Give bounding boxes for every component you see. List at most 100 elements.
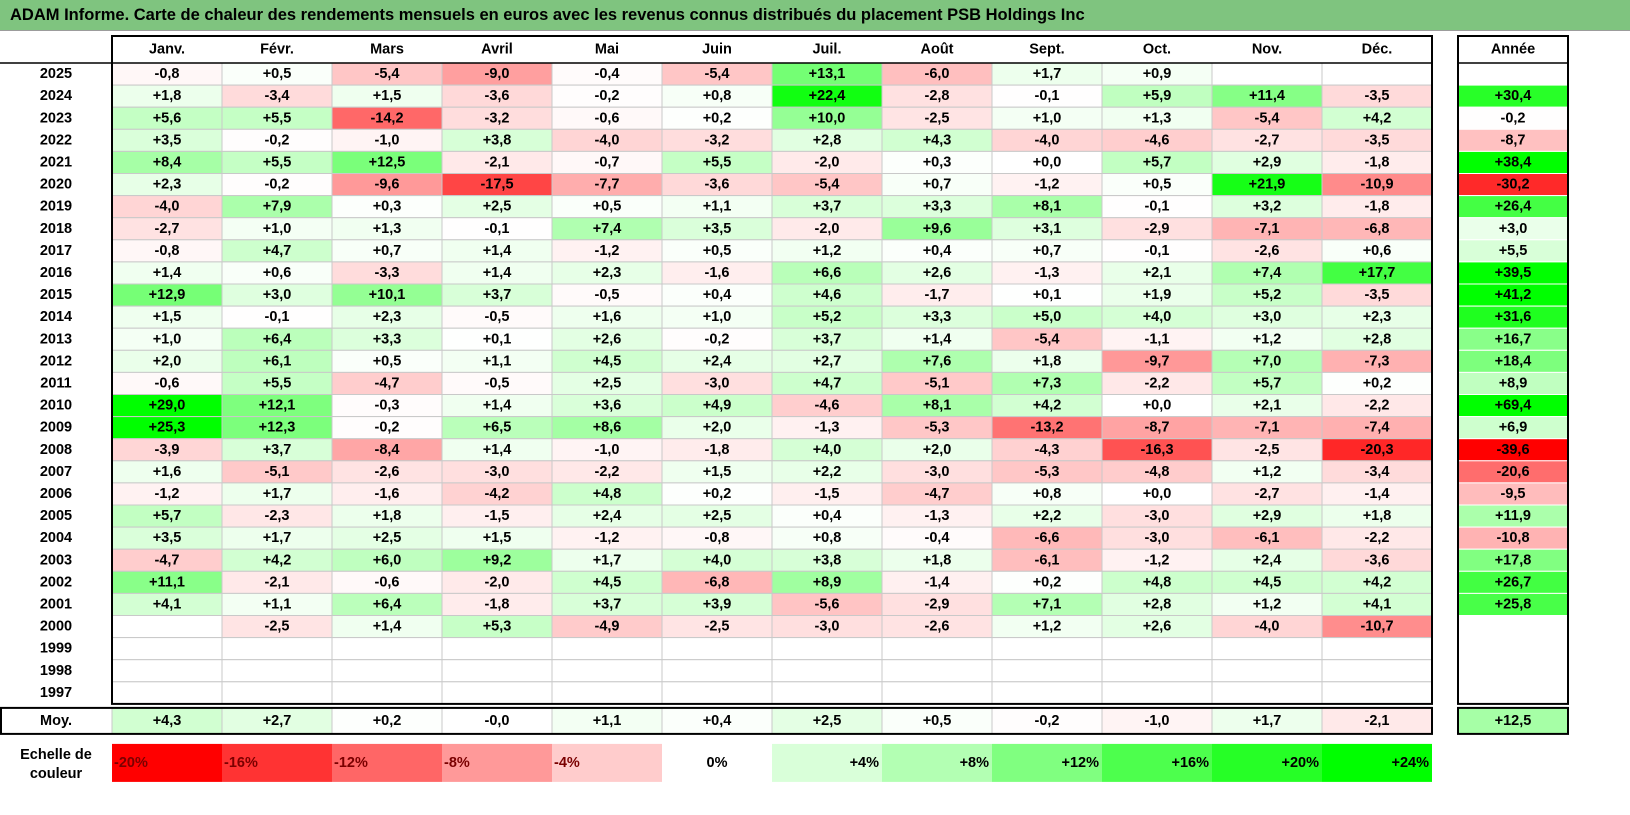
cell-value: -0,1 — [1035, 88, 1060, 104]
cell-value: -1,0 — [595, 442, 620, 458]
cell-value: -1,3 — [925, 508, 950, 524]
cell-value: -2,2 — [595, 464, 620, 480]
cell-value: +1,3 — [1143, 110, 1172, 126]
cell-value: +1,7 — [1033, 66, 1062, 82]
cell-value: -3,5 — [1365, 88, 1390, 104]
cell-value: +2,6 — [1143, 619, 1172, 635]
cell-value: +1,4 — [923, 331, 952, 347]
cell-value: +0,8 — [813, 530, 842, 546]
cell-value: +29,0 — [149, 398, 186, 414]
cell-value: -17,5 — [480, 177, 513, 193]
cell-value: +3,9 — [703, 596, 732, 612]
cell-value: -2,7 — [1255, 486, 1280, 502]
cell-value: -1,0 — [375, 132, 400, 148]
cell-value: -1,6 — [705, 265, 730, 281]
cell-value: -5,4 — [705, 66, 730, 82]
cell-value: -0,1 — [1145, 199, 1170, 215]
annual-value: +25,8 — [1495, 596, 1532, 612]
cell-value: +0,0 — [1143, 486, 1172, 502]
cell-value: +4,5 — [593, 353, 622, 369]
cell-value: +2,9 — [1253, 154, 1282, 170]
cell-value: -0,8 — [155, 66, 180, 82]
cell-value: -7,4 — [1365, 420, 1390, 436]
month-header: Juin — [702, 42, 732, 58]
cell-value: +0,2 — [1033, 574, 1062, 590]
cell-value: +0,2 — [703, 110, 732, 126]
cell-value: -1,8 — [705, 442, 730, 458]
cell-value: -4,7 — [155, 552, 180, 568]
cell-value: -2,6 — [375, 464, 400, 480]
cell-value: +0,4 — [813, 508, 842, 524]
cell-value: -3,6 — [1365, 552, 1390, 568]
scale-swatch — [332, 743, 442, 782]
cell-value: +10,0 — [809, 110, 846, 126]
cell-value: +1,6 — [593, 309, 622, 325]
cell-value: +2,9 — [1253, 508, 1282, 524]
cell-value: +0,8 — [1033, 486, 1062, 502]
cell-value: -3,6 — [705, 177, 730, 193]
cell-value: +7,6 — [923, 353, 952, 369]
month-header: Janv. — [149, 42, 185, 58]
cell-value: +3,7 — [483, 287, 512, 303]
cell-value: -1,2 — [595, 243, 620, 259]
cell-value: +12,9 — [149, 287, 186, 303]
heatmap-cell — [1321, 659, 1433, 683]
cell-value: +3,7 — [593, 596, 622, 612]
heatmap-cell — [661, 681, 773, 705]
cell-value: +21,9 — [1249, 177, 1286, 193]
cell-value: +7,4 — [593, 221, 622, 237]
scale-value: -16% — [224, 755, 258, 771]
cell-value: -3,5 — [1365, 287, 1390, 303]
cell-value: +0,9 — [1143, 66, 1172, 82]
cell-value: -2,5 — [265, 619, 290, 635]
average-value: +4,3 — [153, 713, 182, 729]
cell-value: +1,4 — [483, 442, 512, 458]
cell-value: -3,3 — [375, 265, 400, 281]
cell-value: +4,1 — [153, 596, 182, 612]
cell-value: +1,1 — [703, 199, 732, 215]
year-label: 2012 — [40, 353, 72, 369]
cell-value: +2,3 — [593, 265, 622, 281]
cell-value: -8,7 — [1145, 420, 1170, 436]
cell-value: +2,3 — [1363, 309, 1392, 325]
scale-value: -4% — [554, 755, 580, 771]
scale-swatch — [552, 743, 662, 782]
cell-value: -0,2 — [375, 420, 400, 436]
cell-value: +3,8 — [483, 132, 512, 148]
cell-value: +2,4 — [703, 353, 732, 369]
annual-value: +30,4 — [1495, 88, 1532, 104]
cell-value: -10,7 — [1360, 619, 1393, 635]
cell-value: +4,7 — [813, 375, 842, 391]
cell-value: -4,8 — [1145, 464, 1170, 480]
cell-value: -3,0 — [705, 375, 730, 391]
year-label: 2008 — [40, 442, 72, 458]
cell-value: -0,8 — [705, 530, 730, 546]
cell-value: -2,2 — [1145, 375, 1170, 391]
annual-value: +69,4 — [1495, 398, 1532, 414]
cell-value: +12,1 — [259, 398, 296, 414]
cell-value: +2,1 — [1143, 265, 1172, 281]
cell-value: -0,6 — [155, 375, 180, 391]
page-title: ADAM Informe. Carte de chaleur des rende… — [10, 6, 1085, 24]
cell-value: -3,4 — [265, 88, 290, 104]
cell-value: +2,3 — [153, 177, 182, 193]
year-label: 2014 — [40, 309, 72, 325]
cell-value: -5,1 — [265, 464, 290, 480]
cell-value: +0,7 — [373, 243, 402, 259]
scale-value: +24% — [1392, 755, 1430, 771]
cell-value: -3,2 — [485, 110, 510, 126]
year-label: 2015 — [40, 287, 72, 303]
cell-value: +1,5 — [483, 530, 512, 546]
scale-value: -20% — [114, 755, 148, 771]
cell-value: -2,6 — [925, 619, 950, 635]
year-label: 2024 — [40, 88, 72, 104]
year-label: 2023 — [40, 110, 72, 126]
cell-value: -2,5 — [1255, 442, 1280, 458]
cell-value: -8,4 — [375, 442, 400, 458]
cell-value: +1,2 — [1253, 464, 1282, 480]
annual-value: +18,4 — [1495, 353, 1532, 369]
cell-value: +17,7 — [1359, 265, 1396, 281]
heatmap-cell — [771, 637, 883, 661]
cell-value: +0,2 — [1363, 375, 1392, 391]
heatmap-cell — [551, 681, 663, 705]
